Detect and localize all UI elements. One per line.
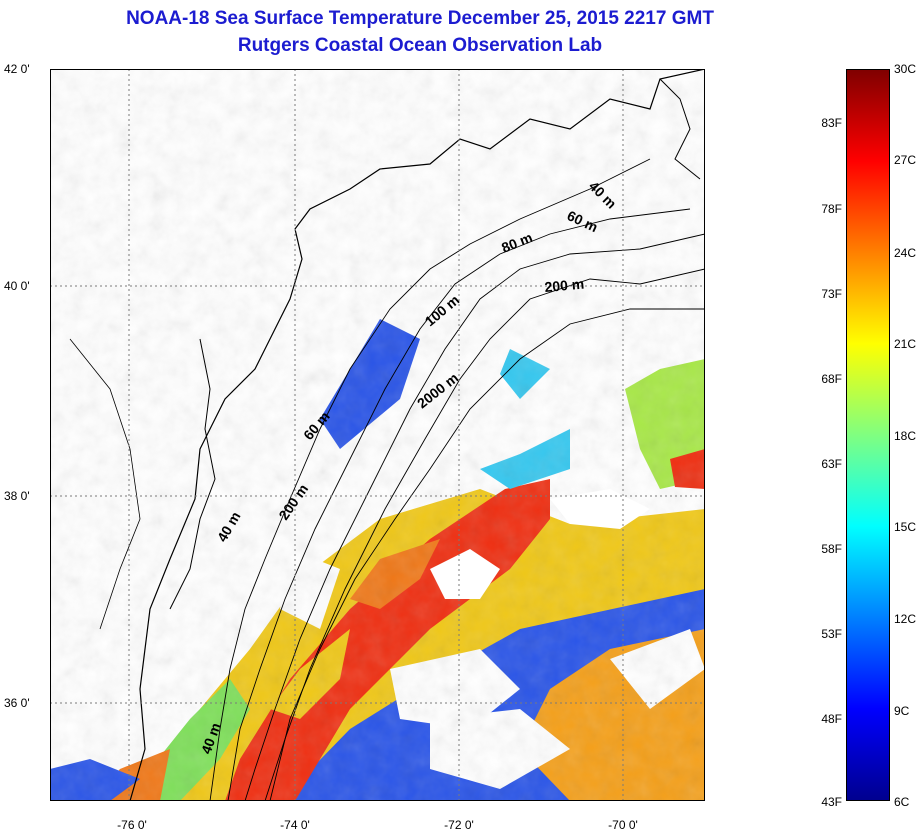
colorbar-celsius-label: 12C — [894, 612, 917, 626]
lon-tick-label: -70 0' — [608, 818, 638, 832]
coastline — [69, 338, 141, 630]
lat-tick-label: 38 0' — [4, 489, 30, 503]
colorbar-fahrenheit-label: 73F — [821, 287, 842, 301]
colorbar-fahrenheit-label: 43F — [821, 795, 842, 809]
colorbar-fahrenheit-label: 58F — [821, 542, 842, 556]
isobath-label: 200 m — [544, 276, 585, 295]
map-title: NOAA-18 Sea Surface Temperature December… — [126, 8, 714, 29]
lon-tick-label: -74 0' — [280, 818, 310, 832]
isobath-line — [244, 233, 705, 801]
colorbar-celsius-label: 24C — [894, 246, 917, 260]
lat-tick-label: 40 0' — [4, 279, 30, 293]
coastline — [129, 69, 705, 801]
colorbar-celsius-label: 18C — [894, 429, 917, 443]
sst-field — [50, 69, 705, 801]
colorbar-fahrenheit-label: 63F — [821, 457, 842, 471]
colorbar-celsius-label: 21C — [894, 337, 917, 351]
colorbar-celsius-label: 30C — [894, 62, 917, 76]
isobath-line — [269, 308, 705, 801]
colorbar-celsius-label: 9C — [894, 704, 910, 718]
colorbar-celsius-label: 27C — [894, 153, 917, 167]
map-border — [50, 69, 705, 801]
lat-tick-label: 42 0' — [4, 62, 30, 76]
lat-tick-label: 36 0' — [4, 696, 30, 710]
coastline — [659, 78, 701, 180]
colorbar-celsius-label: 15C — [894, 520, 917, 534]
coastline — [169, 338, 216, 610]
colorbar-fahrenheit-label: 53F — [821, 627, 842, 641]
temperature-colorbar — [846, 69, 890, 801]
cloud-mask — [430, 549, 500, 599]
colorbar-fahrenheit-label: 68F — [821, 372, 842, 386]
graticule — [50, 69, 705, 801]
isobath-line — [209, 158, 651, 801]
isobath-line — [264, 268, 705, 801]
sst-map: 40 m 60 m 80 m 200 m 100 m 2000 m 60 m 2… — [50, 69, 705, 801]
colorbar-fahrenheit-label: 78F — [821, 202, 842, 216]
lon-tick-label: -72 0' — [444, 818, 474, 832]
map-subtitle: Rutgers Coastal Ocean Observation Lab — [237, 35, 603, 56]
colorbar-celsius-label: 6C — [894, 795, 910, 809]
lon-tick-label: -76 0' — [117, 818, 147, 832]
isobath-line — [227, 208, 691, 801]
cloud-mask — [550, 489, 650, 529]
colorbar-fahrenheit-label: 83F — [821, 116, 842, 130]
colorbar-fahrenheit-label: 48F — [821, 712, 842, 726]
